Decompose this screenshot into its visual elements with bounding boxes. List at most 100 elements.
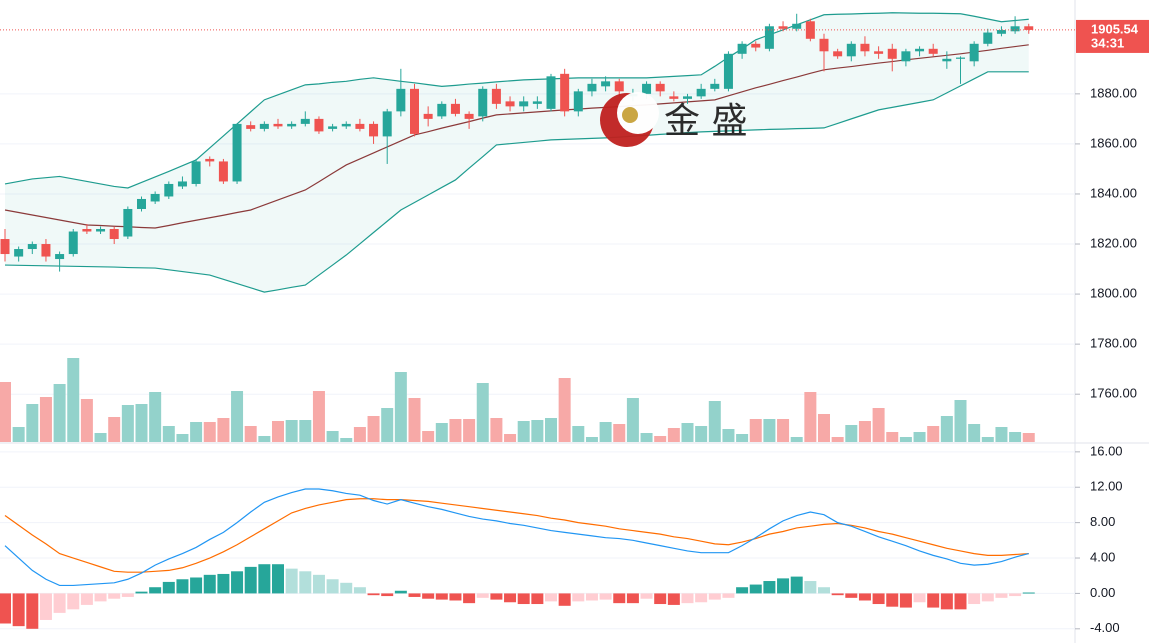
candle-body <box>669 96 679 99</box>
candle-body <box>887 48 897 59</box>
histogram-bar <box>190 577 203 594</box>
histogram-bar <box>108 593 121 599</box>
volume-bar <box>531 420 544 442</box>
volume-bar <box>394 372 407 442</box>
candle-body <box>341 123 351 127</box>
volume-bar <box>777 419 790 442</box>
histogram-bar <box>858 593 871 601</box>
histogram-bar <box>449 593 462 601</box>
candle-body <box>259 123 269 129</box>
volume-bar <box>681 423 694 442</box>
histogram-bar <box>981 593 994 602</box>
candle-body <box>942 58 952 62</box>
volume-bar <box>545 418 557 442</box>
volume-bar <box>408 398 421 442</box>
candle-body <box>218 161 228 182</box>
y-tick-label: 1840.00 <box>1090 185 1137 200</box>
candle-body <box>532 101 542 104</box>
volume-bar <box>886 432 899 442</box>
volume-bar <box>995 427 1008 442</box>
volume-bar <box>818 414 830 442</box>
volume-bar <box>790 437 803 442</box>
candle-body <box>177 181 187 187</box>
volume-bar <box>640 433 653 442</box>
bollinger-lower <box>4 71 1029 293</box>
histogram-bar <box>927 593 940 608</box>
candle-body <box>232 123 242 182</box>
volume-bar <box>435 423 448 442</box>
candle-body <box>246 125 256 129</box>
candle-body <box>68 231 78 255</box>
candle-body <box>915 48 925 52</box>
histogram-bar <box>476 593 489 598</box>
volume-bar <box>968 424 981 442</box>
volume-bar <box>858 421 871 442</box>
candle-body <box>655 83 665 92</box>
volume-bar <box>954 400 967 442</box>
volume-bar <box>940 416 953 442</box>
volume-bar <box>80 399 93 442</box>
histogram-bar <box>435 593 448 600</box>
volume-bar <box>1009 432 1022 442</box>
histogram-bar <box>763 581 776 594</box>
volume-bar <box>585 437 598 442</box>
volume-bar <box>722 429 735 442</box>
volume-bar <box>326 431 339 442</box>
volume-bar <box>149 392 162 442</box>
volume-bar <box>340 438 353 442</box>
volume-bar <box>162 426 175 442</box>
histogram-bar <box>790 576 803 594</box>
histogram-bar <box>67 593 80 610</box>
volume-bar <box>190 422 203 442</box>
volume-bar <box>736 434 749 442</box>
histogram-bar <box>39 593 52 620</box>
volume-bar <box>695 426 708 442</box>
candle-body <box>328 126 338 129</box>
y-tick-label: 1820.00 <box>1090 235 1137 250</box>
volume-bar <box>517 421 530 442</box>
volume-bar <box>272 421 284 442</box>
volume-bar <box>626 398 639 442</box>
y-tick-label: 12.00 <box>1090 479 1123 494</box>
candle-body <box>450 103 460 114</box>
candle-body <box>546 76 556 109</box>
candle-body <box>846 43 856 57</box>
histogram-bar <box>572 593 585 602</box>
histogram-bar <box>995 593 1008 598</box>
histogram-bar <box>886 593 899 607</box>
histogram-bar <box>149 587 162 594</box>
bollinger-upper <box>4 12 1029 189</box>
histogram-bar <box>381 593 394 597</box>
volume-bar <box>1022 433 1035 442</box>
volume-bar <box>763 419 776 442</box>
histogram-bar <box>749 584 762 594</box>
histogram-bar <box>26 593 39 629</box>
volume-bar <box>231 391 244 442</box>
histogram-bar <box>244 566 257 594</box>
candle-body <box>410 88 419 134</box>
candle-body <box>723 53 733 89</box>
candle-body <box>123 208 133 237</box>
volume-bar <box>654 436 667 442</box>
volume-bar <box>872 408 885 442</box>
volume-bar <box>749 419 762 442</box>
volume-bar <box>463 419 476 442</box>
histogram-bar <box>394 590 407 594</box>
logo-dot <box>622 107 638 123</box>
candle-body <box>300 118 310 124</box>
candle-body <box>1024 26 1034 30</box>
histogram-bar <box>681 593 694 604</box>
y-tick-label: 1860.00 <box>1090 135 1137 150</box>
volume-bar <box>831 437 844 442</box>
candle-body <box>901 51 911 62</box>
volume-bar <box>312 391 325 442</box>
candle-body <box>601 81 611 87</box>
volume-bar <box>121 405 134 442</box>
histogram-bar <box>613 593 626 604</box>
histogram-bar <box>818 587 830 594</box>
candle-body <box>55 254 65 260</box>
volume-bar <box>845 425 858 442</box>
histogram-bar <box>777 578 790 594</box>
volume-bar <box>599 422 612 442</box>
y-tick-label: 1800.00 <box>1090 286 1137 301</box>
